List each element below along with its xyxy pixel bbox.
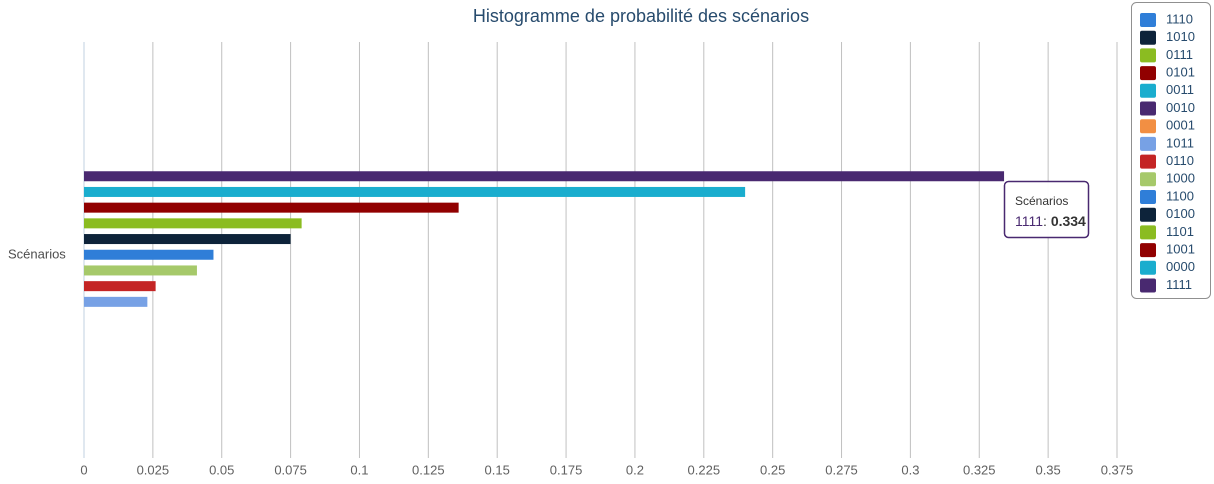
x-tick-label: 0.15 xyxy=(485,462,510,477)
x-tick-label: 0.1 xyxy=(350,462,368,477)
x-tick-label: 0.3 xyxy=(901,462,919,477)
legend-label: 1001 xyxy=(1166,242,1195,257)
tooltip-header: Scénarios xyxy=(1015,194,1068,208)
bar xyxy=(84,186,746,197)
legend-swatch xyxy=(1140,172,1156,187)
legend-label: 1000 xyxy=(1166,171,1195,186)
legend-swatch xyxy=(1140,136,1156,151)
legend-label: 0010 xyxy=(1166,100,1195,115)
x-tick-label: 0.375 xyxy=(1101,462,1134,477)
legend-swatch xyxy=(1140,190,1156,204)
x-tick-label: 0.225 xyxy=(688,462,721,477)
legend-label: 0101 xyxy=(1166,65,1195,80)
x-tick-label: 0.275 xyxy=(825,462,858,477)
legend-swatch xyxy=(1140,225,1156,240)
tooltip-value: 0.334 xyxy=(1051,213,1086,229)
legend-swatch xyxy=(1140,66,1156,81)
x-tick-label: 0.075 xyxy=(274,462,307,477)
tooltip-body: 1111: 0.334 xyxy=(1015,213,1086,229)
legend-label: 0001 xyxy=(1166,118,1195,133)
x-tick-label: 0.325 xyxy=(963,462,996,477)
axis-category-label: Scénarios xyxy=(8,246,66,261)
legend-label: 0000 xyxy=(1166,259,1195,274)
bar xyxy=(84,202,459,213)
legend-label: 1110 xyxy=(1166,11,1193,26)
legend-swatch xyxy=(1140,260,1156,275)
tooltip-series: 1111 xyxy=(1015,213,1043,229)
legend-label: 0111 xyxy=(1166,47,1193,62)
legend-swatch xyxy=(1140,207,1156,222)
bar xyxy=(84,171,1005,182)
tooltip: Scénarios 1111: 0.334 xyxy=(1003,180,1090,239)
x-tick-label: 0.2 xyxy=(626,462,644,477)
bar xyxy=(84,296,148,307)
legend-swatch xyxy=(1140,243,1156,258)
x-tick-label: 0.35 xyxy=(1035,462,1060,477)
x-tick-label: 0 xyxy=(80,462,87,477)
legend-label: 0110 xyxy=(1166,153,1194,168)
legend: 1110 1010 0111 0101 0011 0010 0001 1011 0110 1000… xyxy=(1140,11,1195,293)
legend-swatch xyxy=(1140,119,1156,134)
legend-label: 1100 xyxy=(1166,188,1194,203)
x-tick-label: 0.05 xyxy=(209,462,234,477)
x-tick-label: 0.025 xyxy=(137,462,170,477)
tooltip-sep: : xyxy=(1043,213,1047,229)
legend-swatch xyxy=(1140,30,1156,45)
bar xyxy=(84,234,291,245)
legend-label: 0011 xyxy=(1166,82,1194,97)
x-tick-label: 0.125 xyxy=(412,462,445,477)
legend-swatch xyxy=(1140,154,1156,169)
tooltip-box xyxy=(1003,180,1090,239)
bar xyxy=(84,249,214,260)
plot: 0 0.025 0.05 0.075 0.1 0.125 0.15 0.175 0.2 0.225… xyxy=(80,42,1133,477)
legend-swatch xyxy=(1140,48,1156,63)
x-tick-label: 0.175 xyxy=(550,462,583,477)
x-tick-label: 0.25 xyxy=(760,462,785,477)
legend-swatch xyxy=(1140,13,1156,27)
bar xyxy=(84,281,156,292)
legend-swatch xyxy=(1140,101,1156,116)
legend-label: 1011 xyxy=(1166,135,1194,150)
legend-swatch xyxy=(1140,83,1156,98)
legend-label: 1010 xyxy=(1166,29,1195,44)
bar xyxy=(84,265,197,276)
chart-title: Histogramme de probabilité des scénarios xyxy=(473,6,809,26)
legend-label: 1101 xyxy=(1166,224,1194,239)
bar xyxy=(84,218,302,229)
legend-label: 1111 xyxy=(1166,277,1192,292)
legend-swatch xyxy=(1140,278,1156,293)
legend-label: 0100 xyxy=(1166,206,1195,221)
